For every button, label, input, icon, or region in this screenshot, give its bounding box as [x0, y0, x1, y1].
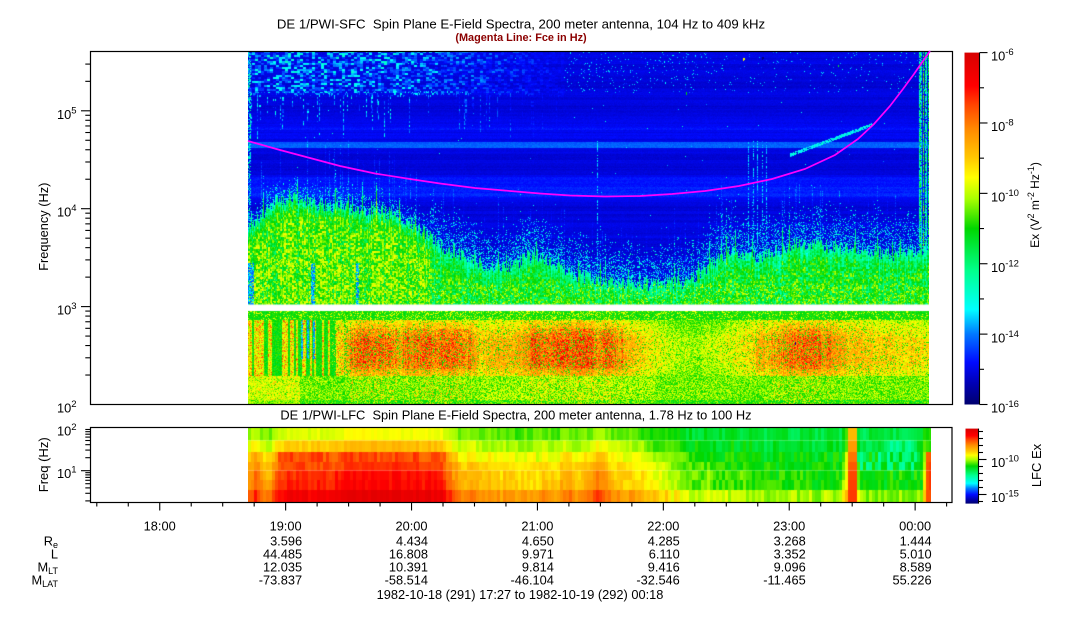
svg-text:LFC Ex: LFC Ex [1029, 443, 1044, 487]
svg-text:23:00: 23:00 [773, 519, 805, 534]
svg-text:10-14: 10-14 [991, 329, 1019, 346]
svg-text:44.485: 44.485 [263, 547, 302, 562]
svg-text:104: 104 [57, 203, 77, 220]
svg-text:8.589: 8.589 [900, 560, 932, 575]
svg-text:10-16: 10-16 [991, 399, 1019, 416]
svg-text:10-6: 10-6 [991, 47, 1014, 64]
svg-text:Frequency (Hz): Frequency (Hz) [36, 183, 51, 271]
svg-text:4.285: 4.285 [648, 534, 680, 549]
svg-text:DE 1/PWI-SFC Spin Plane E-Fie: DE 1/PWI-SFC Spin Plane E-Field Spectra,… [277, 17, 765, 32]
svg-text:00:00: 00:00 [899, 519, 931, 534]
svg-text:DE 1/PWI-LFC Spin Plane E-Fie: DE 1/PWI-LFC Spin Plane E-Field Spectra,… [280, 408, 751, 423]
svg-text:4.434: 4.434 [396, 534, 428, 549]
svg-text:20:00: 20:00 [395, 519, 427, 534]
svg-text:9.814: 9.814 [522, 560, 554, 575]
svg-text:10-15: 10-15 [991, 489, 1019, 506]
svg-text:102: 102 [57, 399, 77, 416]
svg-text:10-10: 10-10 [991, 454, 1019, 471]
svg-text:(Magenta Line: Fce in Hz): (Magenta Line: Fce in Hz) [455, 32, 587, 44]
svg-text:18:00: 18:00 [144, 519, 176, 534]
svg-text:101: 101 [57, 465, 77, 482]
svg-text:10-8: 10-8 [991, 117, 1014, 134]
svg-text:12.035: 12.035 [263, 560, 302, 575]
svg-text:Ex (V2 m-2 Hz-1): Ex (V2 m-2 Hz-1) [1026, 162, 1042, 248]
svg-text:105: 105 [57, 105, 77, 122]
svg-text:1982-10-18 (291) 17:27 to 1982: 1982-10-18 (291) 17:27 to 1982-10-19 (29… [377, 587, 664, 602]
svg-text:1.444: 1.444 [900, 534, 932, 549]
svg-text:16.808: 16.808 [389, 547, 428, 562]
svg-text:-32.546: -32.546 [636, 573, 679, 588]
svg-text:10-12: 10-12 [991, 258, 1019, 275]
svg-text:102: 102 [57, 422, 77, 439]
svg-text:9.416: 9.416 [648, 560, 680, 575]
svg-text:10-10: 10-10 [991, 188, 1019, 205]
svg-text:10.391: 10.391 [389, 560, 428, 575]
svg-text:19:00: 19:00 [270, 519, 302, 534]
svg-text:3.268: 3.268 [774, 534, 806, 549]
svg-text:L: L [51, 547, 58, 562]
svg-text:-11.465: -11.465 [763, 573, 805, 588]
svg-text:3.352: 3.352 [774, 547, 806, 562]
svg-text:22:00: 22:00 [647, 519, 679, 534]
svg-text:3.596: 3.596 [270, 534, 302, 549]
svg-text:103: 103 [57, 301, 77, 318]
svg-text:4.650: 4.650 [522, 534, 554, 549]
svg-text:Freq (Hz): Freq (Hz) [36, 437, 51, 492]
svg-text:5.010: 5.010 [900, 547, 932, 562]
svg-text:-46.104: -46.104 [510, 573, 553, 588]
svg-text:6.110: 6.110 [649, 547, 680, 562]
svg-text:-73.837: -73.837 [259, 573, 302, 588]
svg-text:9.971: 9.971 [522, 547, 554, 562]
svg-text:-58.514: -58.514 [385, 573, 428, 588]
svg-text:9.096: 9.096 [774, 560, 806, 575]
svg-text:21:00: 21:00 [521, 519, 553, 534]
svg-text:55.226: 55.226 [892, 573, 931, 588]
